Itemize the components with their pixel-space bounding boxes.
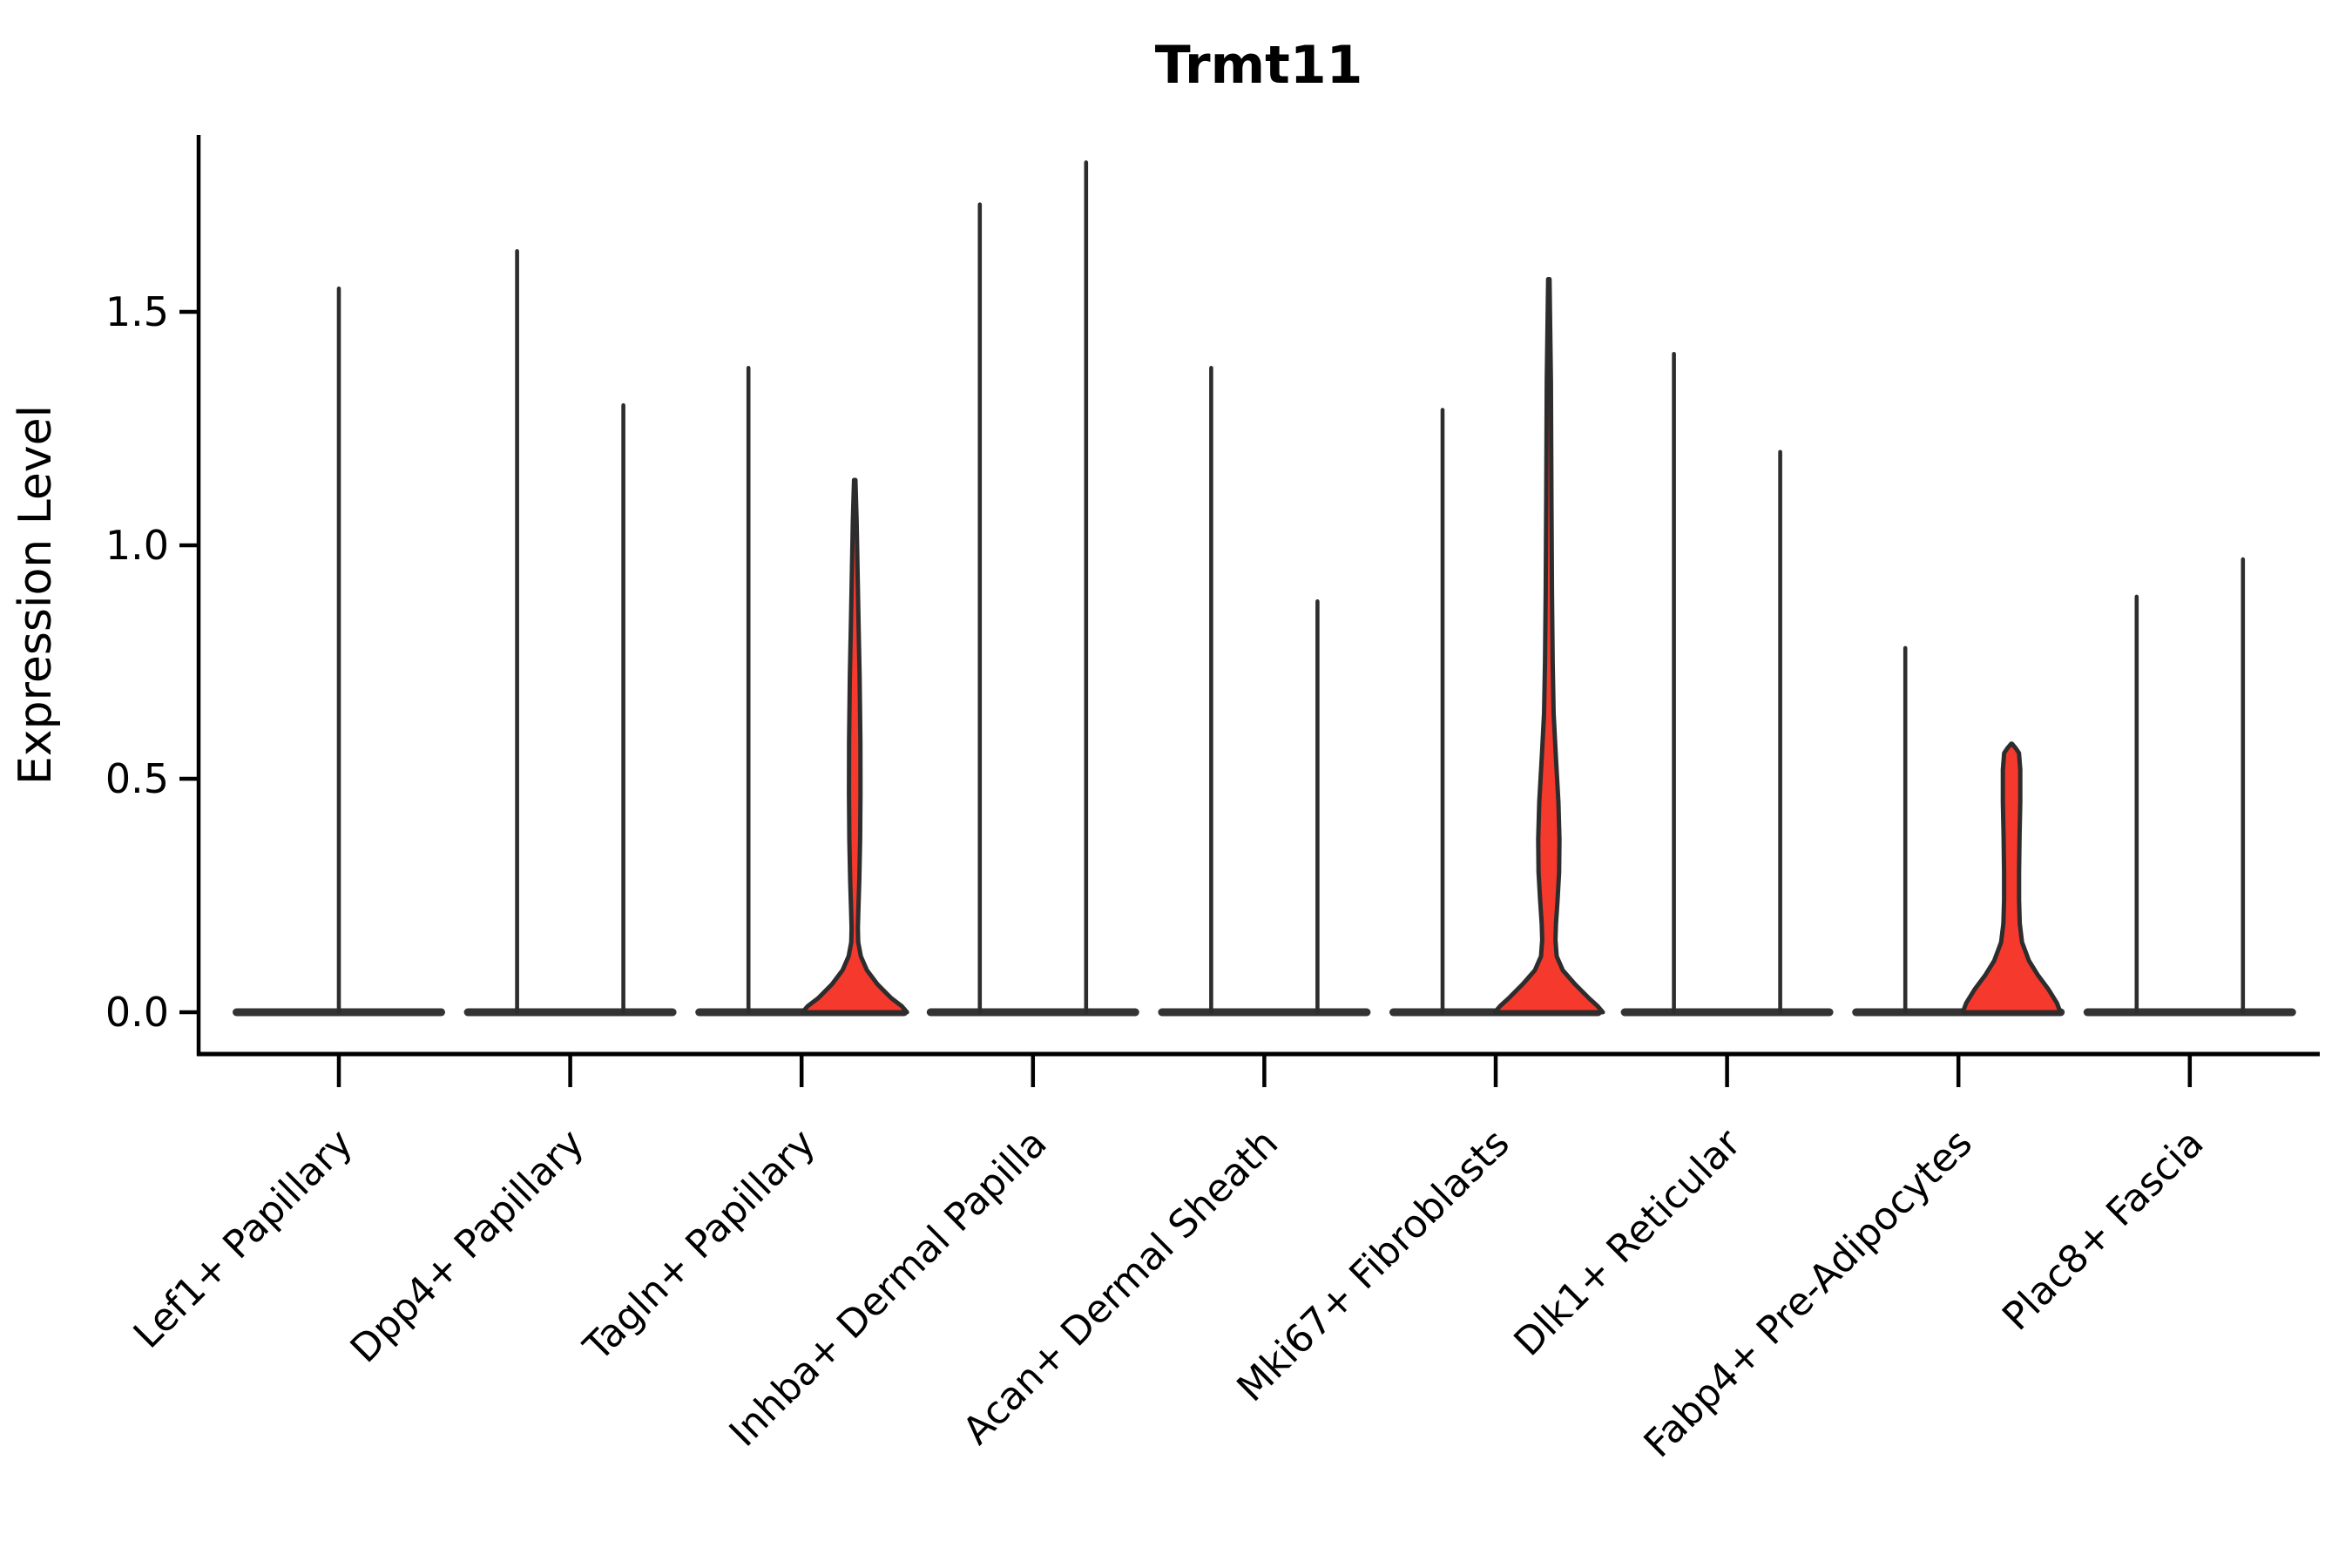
axes bbox=[196, 135, 2320, 1057]
x-tick-label: Plac8+ Fascia bbox=[1994, 1121, 2213, 1340]
y-tick-label: 0.0 bbox=[105, 989, 169, 1036]
y-tick-label: 0.5 bbox=[105, 755, 169, 802]
violin-baseline-bar bbox=[1620, 1008, 1834, 1017]
violin-baseline-bar bbox=[1158, 1008, 1371, 1017]
x-tick-label: Tagln+ Papillary bbox=[575, 1121, 824, 1370]
violin-baseline-bar bbox=[926, 1008, 1139, 1017]
violin-filled bbox=[1492, 277, 1605, 1015]
violin-baseline-bar bbox=[463, 1008, 677, 1017]
violin-filled bbox=[800, 477, 909, 1015]
x-tick-label: Lef1+ Papillary bbox=[125, 1121, 362, 1357]
y-axis-ticks: 0.0 0.5 1.0 1.5 bbox=[105, 288, 199, 1036]
y-tick-label: 1.5 bbox=[105, 288, 169, 335]
violins bbox=[233, 160, 2296, 1017]
y-tick-label: 1.0 bbox=[105, 522, 169, 569]
chart-title: Trmt11 bbox=[1155, 35, 1363, 96]
y-axis-title: Expression Level bbox=[10, 405, 62, 785]
x-tick-label: Dlk1+ Reticular bbox=[1505, 1120, 1750, 1365]
x-tick-label: Dpp4+ Papillary bbox=[342, 1121, 593, 1372]
violin-filled bbox=[1960, 741, 2063, 1015]
violin-baseline-bar bbox=[2083, 1008, 2296, 1017]
